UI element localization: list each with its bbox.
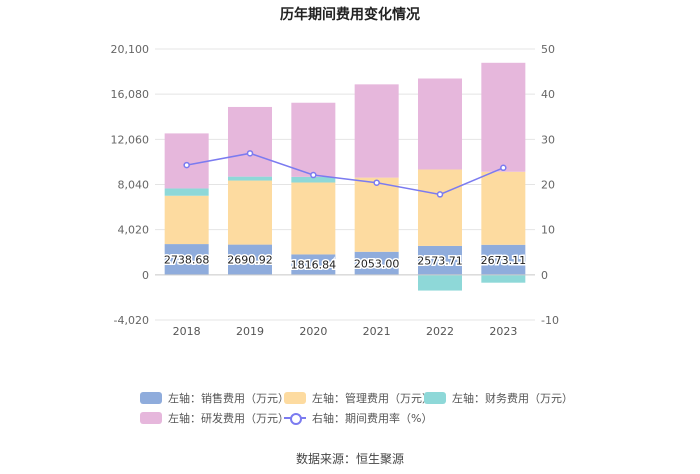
bar-segment <box>418 245 462 275</box>
legend-swatch-finance <box>424 392 446 404</box>
legend-item-rnd[interactable]: 左轴：研发费用（万元） <box>140 410 289 426</box>
x-axis-tick-label: 2023 <box>489 325 517 338</box>
right-axis-tick-label: 0 <box>541 269 548 282</box>
legend-swatch-expense-ratio <box>284 412 306 425</box>
legend-item-admin[interactable]: 左轴：管理费用（万元） <box>284 390 433 406</box>
bar-segment <box>418 169 462 246</box>
data-label-halo: 1816.84 <box>291 259 337 272</box>
data-label: 2690.92 <box>227 254 273 267</box>
left-axis-tick-label: 8,040 <box>118 179 150 192</box>
data-label: 2738.68 <box>164 253 210 266</box>
chart-title: 历年期间费用变化情况 <box>280 7 420 23</box>
expense-ratio-point <box>310 171 317 179</box>
x-axis-tick-label: 2021 <box>363 325 391 338</box>
x-axis-tick-label: 2020 <box>299 325 327 338</box>
bar-segment <box>291 176 336 183</box>
right-axis-tick-label: 20 <box>541 179 555 192</box>
bar-segment <box>164 133 209 189</box>
bar-segment <box>291 102 336 177</box>
legend-item-expense-ratio[interactable]: 右轴：期间费用率（%） <box>284 410 432 426</box>
expense-ratio-line <box>186 152 504 196</box>
legend-label-sales: 左轴：销售费用（万元） <box>168 392 289 405</box>
left-axis-tick-label: 16,080 <box>111 88 150 101</box>
data-label: 1816.84 <box>291 259 337 272</box>
bar-segment <box>418 78 462 170</box>
x-axis-tick-label: 2022 <box>426 325 454 338</box>
data-label: 2673.11 <box>481 254 527 267</box>
left-axis-tick-label: -4,020 <box>114 314 149 327</box>
x-axis-tick-label: 2018 <box>173 325 201 338</box>
legend-label-rnd: 左轴：研发费用（万元） <box>168 412 289 425</box>
data-label-halo: 2053.00 <box>354 257 400 270</box>
data-label-halo: 2673.11 <box>481 254 527 267</box>
bar-segment <box>481 244 526 275</box>
right-axis-tick-label: 50 <box>541 43 555 56</box>
right-axis-tick-label: -10 <box>541 314 559 327</box>
bar-segment <box>228 244 272 275</box>
left-axis-tick-label: 0 <box>142 269 149 282</box>
right-axis-tick-label: 10 <box>541 224 555 237</box>
bar-segment <box>228 176 272 181</box>
legend-item-finance[interactable]: 左轴：财务费用（万元） <box>424 390 573 406</box>
expense-ratio-point <box>373 179 380 186</box>
right-axis-tick-label: 30 <box>541 133 555 146</box>
left-axis-tick-label: 12,060 <box>111 133 150 146</box>
legend-item-sales[interactable]: 左轴：销售费用（万元） <box>140 390 289 406</box>
expense-ratio-point <box>246 150 254 157</box>
x-axis-tick-label: 2019 <box>236 325 264 338</box>
legend-label-expense-ratio: 右轴：期间费用率（%） <box>312 412 433 425</box>
legend-swatch-rnd <box>140 412 162 424</box>
bar-segment <box>354 251 399 275</box>
legend-swatch-sales <box>140 392 162 404</box>
data-label: 2053.00 <box>354 257 400 270</box>
left-axis-tick-label: 20,100 <box>111 43 150 56</box>
right-axis-tick-label: 40 <box>541 88 555 101</box>
data-label-halo: 2573.71 <box>417 254 463 267</box>
data-label-halo: 2690.92 <box>227 254 273 267</box>
bar-segment <box>164 188 209 196</box>
expense-ratio-point <box>500 164 507 172</box>
bar-segment <box>354 177 399 252</box>
bar-segment <box>291 182 336 255</box>
legend-swatch-admin <box>284 392 306 404</box>
source-note: 数据来源：恒生聚源 <box>295 452 404 466</box>
bar-segment <box>418 274 462 291</box>
data-label-halo: 2738.68 <box>164 253 210 266</box>
expense-ratio-point <box>436 191 444 198</box>
bar-segment <box>164 244 209 275</box>
data-label: 2573.71 <box>417 254 463 267</box>
bar-segment <box>481 62 526 172</box>
bar-segment <box>228 106 272 177</box>
left-axis-tick-label: 4,020 <box>118 224 150 237</box>
legend-label-admin: 左轴：管理费用（万元） <box>312 392 433 405</box>
expense-ratio-point <box>183 161 190 169</box>
bar-segment <box>228 180 272 245</box>
bar-segment <box>291 254 336 275</box>
bar-segment <box>354 84 399 178</box>
bar-segment <box>481 274 526 283</box>
bar-segment <box>481 171 526 245</box>
bar-segment <box>164 195 209 245</box>
legend-label-finance: 左轴：财务费用（万元） <box>452 392 573 405</box>
